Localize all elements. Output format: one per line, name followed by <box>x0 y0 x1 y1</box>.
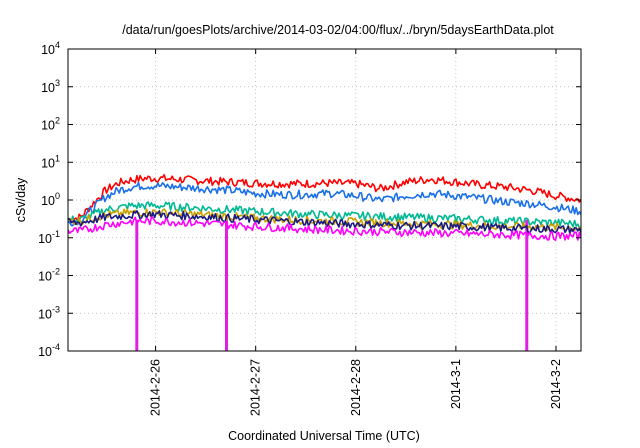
y-tick-label: 10-2 <box>38 267 60 284</box>
y-tick-label: 102 <box>41 116 60 133</box>
series-line-5 <box>68 216 581 241</box>
series-line-4 <box>68 210 581 235</box>
series-line-2 <box>68 201 581 229</box>
y-axis-ticks: 10-4 10-3 10-2 10-1 100 101 102 103 104 <box>38 40 581 359</box>
y-tick-label: 10-4 <box>38 342 60 359</box>
chart-title: /data/run/goesPlots/archive/2014-03-02/0… <box>122 23 554 37</box>
y-tick-label: 101 <box>41 153 60 170</box>
y-tick-label: 10-1 <box>38 229 60 246</box>
y-tick-label: 104 <box>41 40 60 57</box>
x-axis-ticks: 2014-2-26 2014-2-27 2014-2-28 2014-3-1 2014-… <box>149 49 563 416</box>
series-layer <box>68 174 581 351</box>
y-tick-label: 103 <box>41 78 60 95</box>
y-tick-label: 100 <box>41 191 60 208</box>
y-tick-label: 10-3 <box>38 304 60 321</box>
series-group <box>68 174 581 351</box>
x-tick-label: 2014-3-1 <box>449 359 463 409</box>
x-tick-label: 2014-2-26 <box>149 359 163 416</box>
x-tick-label: 2014-3-2 <box>549 359 563 409</box>
series-line-0 <box>68 174 581 224</box>
grid-lines <box>68 49 581 351</box>
x-axis-label: Coordinated Universal Time (UTC) <box>228 429 420 443</box>
x-tick-label: 2014-2-27 <box>249 359 263 416</box>
y-axis-label: cSv/day <box>14 177 28 222</box>
x-tick-label: 2014-2-28 <box>349 359 363 416</box>
series-line-1 <box>68 181 581 227</box>
